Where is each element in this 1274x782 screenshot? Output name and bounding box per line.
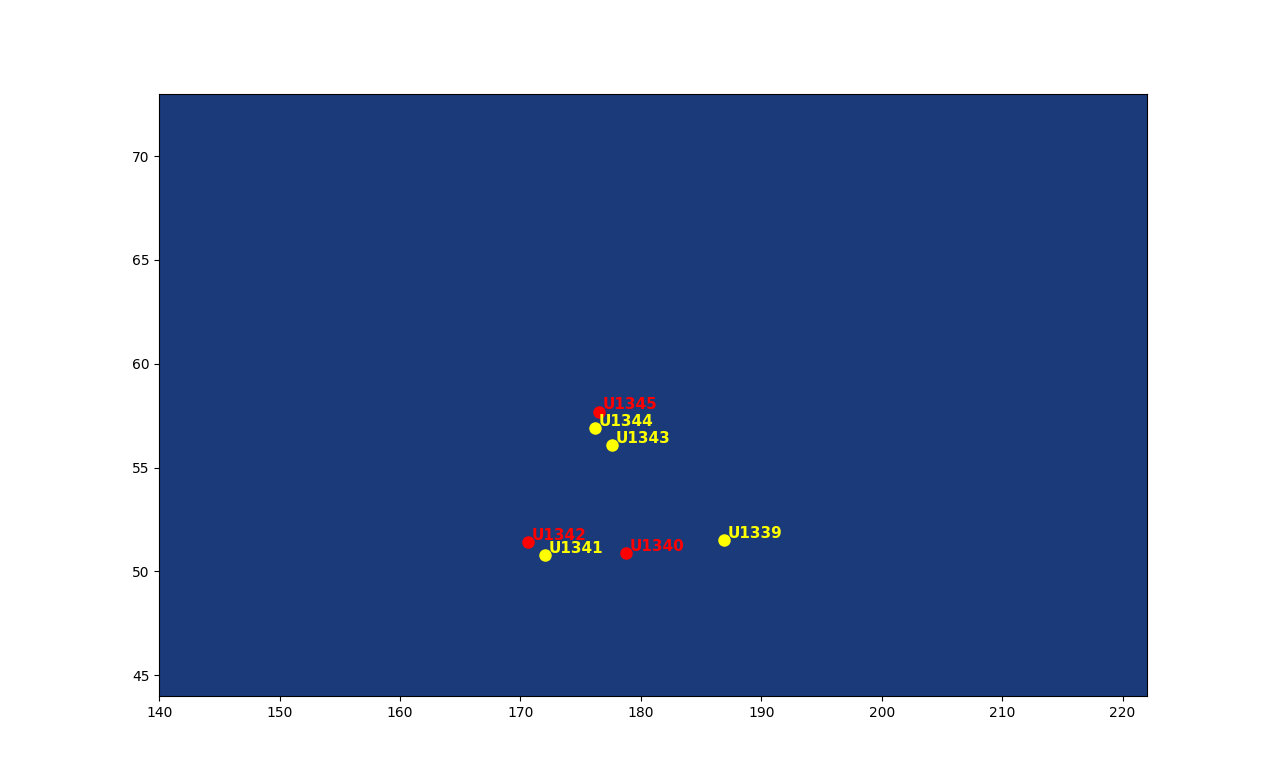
Text: U1342: U1342 [531, 529, 586, 543]
Text: U1343: U1343 [615, 431, 670, 446]
Text: U1340: U1340 [631, 539, 685, 554]
Text: U1341: U1341 [548, 540, 603, 556]
Text: U1344: U1344 [599, 414, 654, 429]
Text: U1339: U1339 [727, 526, 782, 541]
Text: U1345: U1345 [603, 397, 657, 412]
